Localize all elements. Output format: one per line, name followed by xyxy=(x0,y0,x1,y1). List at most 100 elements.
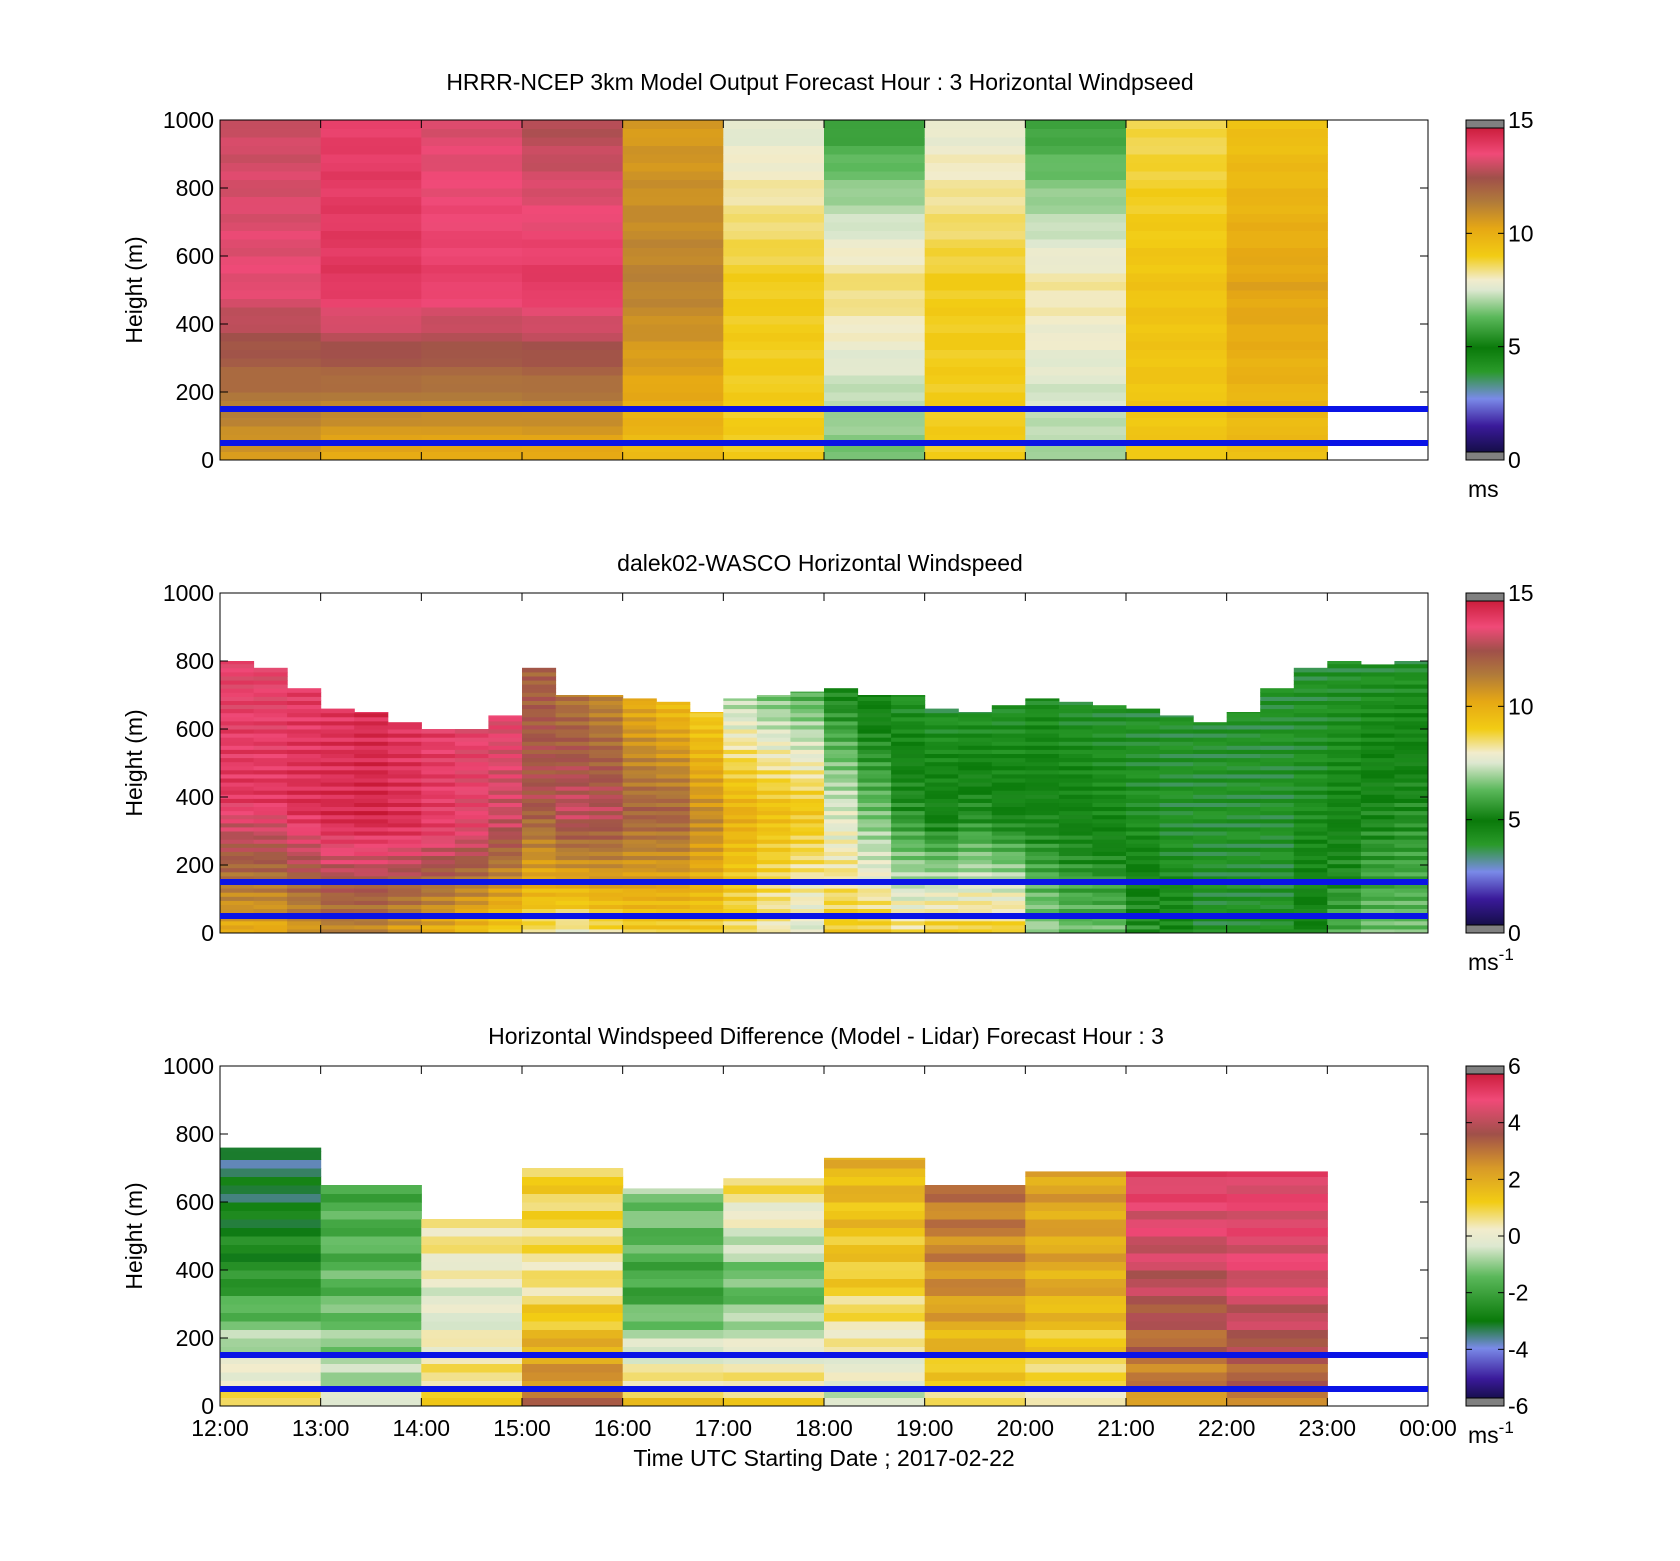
heatmap-cell xyxy=(1126,741,1161,746)
heatmap-cell xyxy=(320,802,355,807)
heatmap-cell xyxy=(824,843,859,848)
heatmap-cell xyxy=(790,737,825,742)
colorbar-unit: ms-1 xyxy=(1468,945,1514,975)
heatmap-cell xyxy=(421,298,523,308)
heatmap-cell xyxy=(454,749,489,754)
heatmap-cell xyxy=(1327,773,1362,779)
heatmap-cell xyxy=(891,928,926,934)
heatmap-cell xyxy=(387,863,422,869)
heatmap-cell xyxy=(421,256,523,265)
heatmap-cell xyxy=(1360,900,1395,905)
heatmap-cell xyxy=(589,859,624,865)
heatmap-cell xyxy=(622,239,724,248)
heatmap-cell xyxy=(454,875,489,881)
heatmap-cell xyxy=(1126,120,1228,129)
heatmap-cell xyxy=(958,790,993,795)
heatmap-cell xyxy=(220,757,255,763)
heatmap-cell xyxy=(1327,684,1362,689)
heatmap-cell xyxy=(857,802,892,807)
heatmap-cell xyxy=(824,888,859,893)
heatmap-cell xyxy=(1327,716,1362,722)
heatmap-cell xyxy=(220,409,322,418)
heatmap-cell xyxy=(824,162,926,172)
heatmap-cell xyxy=(1126,1372,1228,1381)
heatmap-cell xyxy=(387,839,422,844)
heatmap-cell xyxy=(1193,757,1228,763)
heatmap-cell xyxy=(1226,826,1261,832)
heatmap-cell xyxy=(991,822,1026,828)
heatmap-cell xyxy=(522,341,624,350)
heatmap-cell xyxy=(924,778,959,783)
heatmap-cell xyxy=(220,855,255,861)
heatmap-cell xyxy=(354,712,389,714)
heatmap-cell xyxy=(756,708,791,714)
heatmap-cell xyxy=(991,896,1026,901)
heatmap-cell xyxy=(622,786,657,791)
heatmap-cell xyxy=(756,835,791,840)
colorbar-tick-label: 6 xyxy=(1508,1053,1521,1079)
heatmap-cell xyxy=(1394,704,1429,710)
heatmap-cell xyxy=(320,426,422,435)
heatmap-cell xyxy=(1159,778,1194,783)
heatmap-cell xyxy=(689,847,724,852)
heatmap-cell xyxy=(1159,843,1194,848)
heatmap-cell xyxy=(220,1397,322,1407)
heatmap-cell xyxy=(622,757,657,763)
heatmap-cell xyxy=(1126,451,1228,461)
heatmap-cell xyxy=(522,831,557,836)
heatmap-cell xyxy=(320,712,355,718)
heatmap-cell xyxy=(1293,794,1328,799)
heatmap-cell xyxy=(1360,924,1395,930)
heatmap-cell xyxy=(1193,904,1228,909)
heatmap-cell xyxy=(1025,366,1127,376)
heatmap-cell xyxy=(522,1185,624,1194)
heatmap-cell xyxy=(488,769,523,775)
heatmap-cell xyxy=(622,761,657,767)
heatmap-cell xyxy=(1226,290,1328,299)
heatmap-cell xyxy=(1327,884,1362,889)
heatmap-cell xyxy=(220,383,322,393)
heatmap-cell xyxy=(723,290,825,299)
panel-lidar-title: dalek02-WASCO Horizontal Windspeed xyxy=(617,550,1023,576)
heatmap-cell xyxy=(723,810,758,816)
heatmap-cell xyxy=(991,765,1026,771)
heatmap-cell xyxy=(421,863,456,869)
heatmap-cell xyxy=(287,855,322,861)
heatmap-cell xyxy=(1092,745,1127,750)
heatmap-cell xyxy=(723,782,758,787)
heatmap-cell xyxy=(924,863,959,869)
heatmap-cell xyxy=(1025,749,1060,754)
heatmap-cell xyxy=(622,324,724,333)
heatmap-cell xyxy=(387,806,422,812)
heatmap-cell xyxy=(488,888,523,893)
heatmap-cell xyxy=(421,908,456,914)
heatmap-cell xyxy=(253,737,288,742)
heatmap-cell xyxy=(220,162,322,172)
heatmap-cell xyxy=(1226,162,1328,172)
heatmap-cell xyxy=(354,729,389,734)
heatmap-cell xyxy=(790,859,825,865)
heatmap-cell xyxy=(387,831,422,836)
profile-column xyxy=(756,695,791,934)
heatmap-cell xyxy=(555,855,590,861)
heatmap-cell xyxy=(790,692,825,697)
heatmap-cell xyxy=(824,822,859,828)
heatmap-cell xyxy=(656,769,691,775)
heatmap-cell xyxy=(387,765,422,771)
y-tick-label: 0 xyxy=(201,1393,214,1419)
heatmap-cell xyxy=(555,790,590,795)
heatmap-cell xyxy=(991,851,1026,856)
heatmap-cell xyxy=(1092,835,1127,840)
heatmap-cell xyxy=(824,222,926,231)
heatmap-cell xyxy=(253,778,288,783)
heatmap-cell xyxy=(253,839,288,844)
heatmap-cell xyxy=(958,724,993,730)
heatmap-cell xyxy=(622,1236,724,1245)
heatmap-cell xyxy=(924,761,959,767)
heatmap-cell xyxy=(1293,908,1328,914)
heatmap-cell xyxy=(991,761,1026,767)
heatmap-cell xyxy=(622,851,657,856)
heatmap-cell xyxy=(421,757,456,763)
profile-column xyxy=(857,695,892,934)
colorbar-gradient xyxy=(1465,119,1505,461)
